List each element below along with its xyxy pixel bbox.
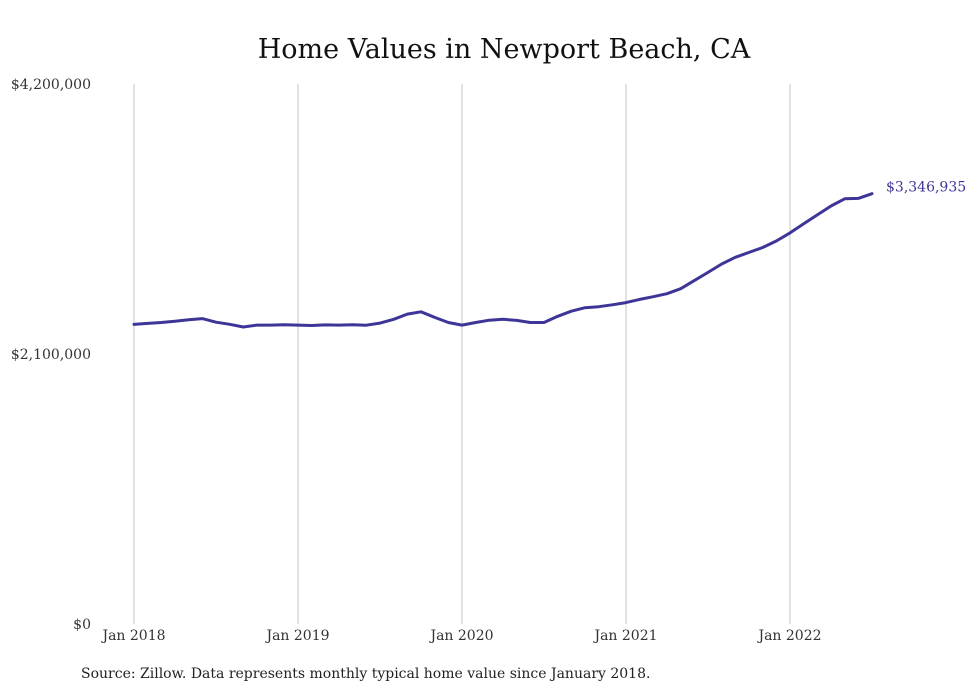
x-axis-ticks: Jan 2018 Jan 2019 Jan 2020 Jan 2021 Jan 2022 (100, 628, 821, 644)
chart-title: Home Values in Newport Beach, CA (258, 34, 751, 65)
x-tick-label: Jan 2020 (428, 628, 493, 644)
y-axis-ticks: $0 $2,100,000 $4,200,000 (11, 77, 91, 633)
y-tick-label: $4,200,000 (11, 77, 91, 93)
y-tick-label: $2,100,000 (11, 347, 91, 363)
line-chart: Home Values in Newport Beach, CA $0 $2,10… (11, 34, 966, 644)
y-tick-label: $0 (73, 617, 91, 633)
series-line-home-value (132, 192, 874, 329)
x-tick-label: Jan 2019 (264, 628, 329, 644)
end-value-label: $3,346,935 (886, 180, 966, 196)
grid (133, 84, 791, 624)
source-note: Source: Zillow. Data represents monthly … (81, 666, 651, 682)
x-tick-label: Jan 2022 (756, 628, 821, 644)
x-tick-label: Jan 2018 (100, 628, 165, 644)
x-tick-label: Jan 2021 (592, 628, 657, 644)
